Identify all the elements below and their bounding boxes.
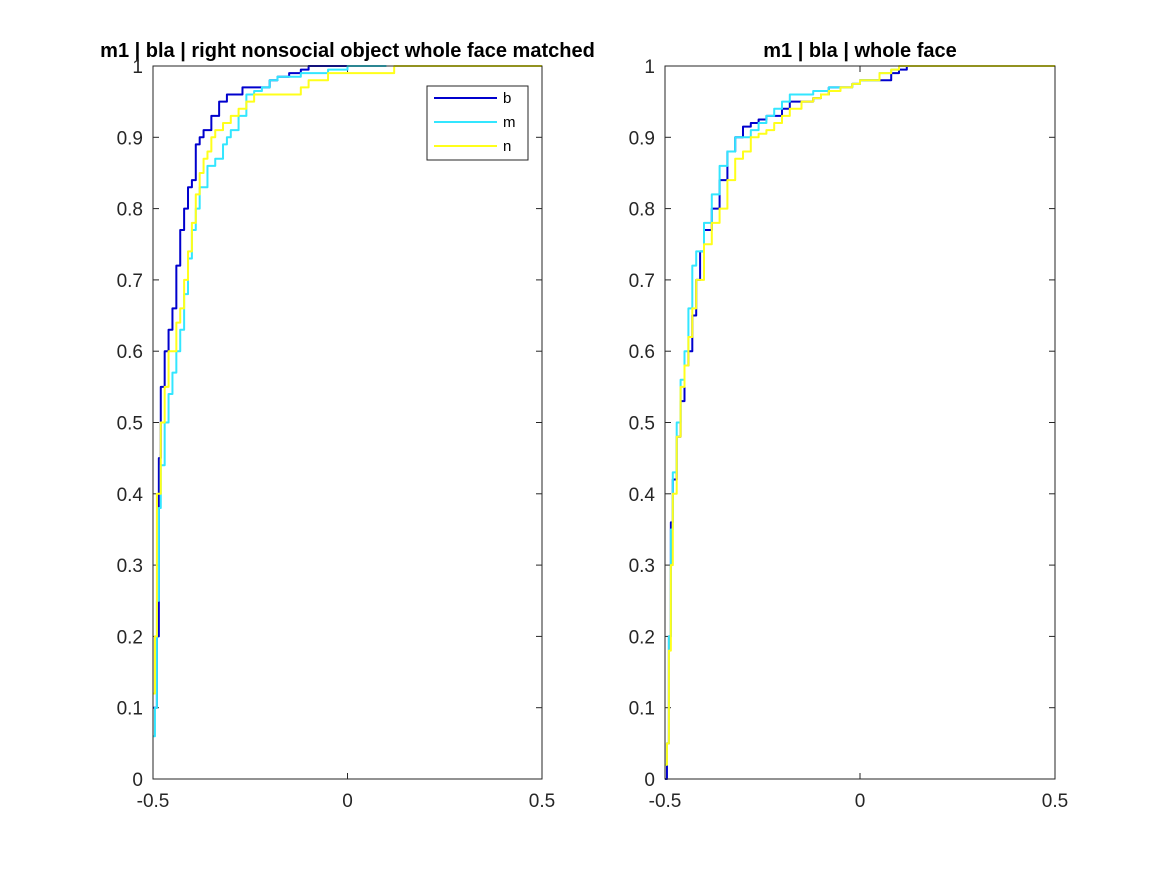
right-plot-xtick-label: 0 xyxy=(855,791,866,812)
left-plot-area xyxy=(153,66,542,779)
right-plot-ytick-label: 0 xyxy=(644,770,655,791)
left-plot-title: m1 | bla | right nonsocial object whole … xyxy=(100,40,595,62)
legend: bmn xyxy=(426,85,529,161)
left-plot-xtick-label: -0.5 xyxy=(137,791,170,812)
left-plot-ytick-label: 0.3 xyxy=(117,556,143,577)
left-plot-axes-box xyxy=(152,65,543,780)
left-plot-ytick-label: 0 xyxy=(132,770,143,791)
left-plot-ytick-label: 0.9 xyxy=(117,128,143,149)
right-plot-ytick-label: 0.2 xyxy=(629,627,655,648)
right-plot-area xyxy=(665,66,1055,779)
left-plot-xtick-label: 0 xyxy=(342,791,353,812)
right-plot-xtick-label: 0.5 xyxy=(1042,791,1068,812)
legend-label-b: b xyxy=(503,90,511,107)
left-plot-ytick-label: 0.7 xyxy=(117,271,143,292)
left-plot-xtick-label: 0.5 xyxy=(529,791,555,812)
right-plot-ytick-label: 0.9 xyxy=(629,128,655,149)
right-plot-ytick-label: 0.3 xyxy=(629,556,655,577)
legend-label-m: m xyxy=(503,114,516,131)
left-plot-ytick-label: 0.6 xyxy=(117,342,143,363)
left-plot: m1 | bla | right nonsocial object whole … xyxy=(100,40,595,812)
left-plot-series-b xyxy=(153,65,364,709)
left-plot-series-n xyxy=(153,65,542,695)
left-plot-ytick-label: 0.1 xyxy=(117,699,143,720)
right-plot-series xyxy=(665,65,1055,780)
right-plot-ytick-label: 0.4 xyxy=(629,485,656,506)
right-plot-axes-box xyxy=(664,65,1056,780)
right-plot-ytick-label: 0.5 xyxy=(629,414,655,435)
left-plot-ytick-label: 1 xyxy=(132,57,143,78)
right-plot-xtick-label: -0.5 xyxy=(649,791,682,812)
left-plot-ticks: 00.10.20.30.40.50.60.70.80.91-0.5 0 0.5 xyxy=(117,57,556,812)
left-plot-ytick-label: 0.5 xyxy=(117,414,143,435)
right-plot: m1 | bla | whole face 0 0.1 0.2 0.3 0.4 0.5 0.… xyxy=(629,40,1069,812)
right-plot-series-n xyxy=(665,65,1055,766)
right-plot-ytick-label: 0.7 xyxy=(629,271,655,292)
right-plot-ytick-label: 0.1 xyxy=(629,699,655,720)
right-plot-ytick-label: 1 xyxy=(644,57,655,78)
right-plot-ytick-label: 0.6 xyxy=(629,342,655,363)
left-plot-ytick-label: 0.8 xyxy=(117,200,143,221)
legend-label-n: n xyxy=(503,138,511,155)
left-plot-ytick-label: 0.2 xyxy=(117,627,143,648)
left-plot-series xyxy=(153,65,542,738)
right-plot-ticks: 00.10.20.30.40.50.60.70.80.91-0.5 0 0.5 xyxy=(629,57,1069,812)
right-plot-ytick-label: 0.8 xyxy=(629,200,655,221)
left-plot-ytick-label: 0.4 xyxy=(117,485,144,506)
right-plot-title: m1 | bla | whole face xyxy=(763,40,956,62)
